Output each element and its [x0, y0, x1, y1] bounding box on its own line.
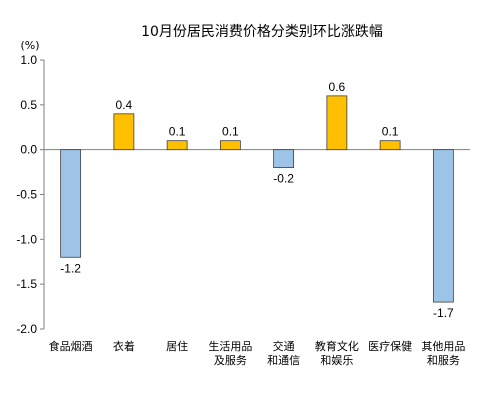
y-tick-label: 0.0 — [20, 143, 37, 157]
bar — [326, 95, 348, 151]
y-tick-label: -2.0 — [16, 322, 37, 336]
bar — [273, 149, 295, 169]
y-tick-label: 0.5 — [20, 98, 37, 112]
category-label: 食品烟酒 — [49, 339, 93, 353]
category-label: 医疗保健 — [368, 339, 412, 353]
chart-title: 10月份居民消费价格分类别环比涨跌幅 — [141, 24, 383, 40]
y-axis-unit: (%) — [20, 39, 39, 52]
category-label: 和服务 — [427, 354, 460, 367]
bar — [60, 149, 82, 258]
category-label: 衣着 — [113, 339, 135, 353]
data-label: 0.1 — [382, 125, 399, 139]
bar-layer — [60, 95, 454, 303]
data-label: -1.7 — [433, 306, 454, 320]
category-label: 和通信 — [267, 354, 300, 367]
bar — [219, 140, 241, 151]
category-label: 生活用品 — [208, 339, 252, 353]
category-label: 教育文化 — [315, 339, 359, 353]
y-tick-label: -0.5 — [16, 188, 37, 202]
category-label: 其他用品 — [421, 340, 465, 353]
category-label: 及服务 — [214, 354, 247, 367]
bar — [166, 140, 188, 151]
category-label: 和娱乐 — [320, 353, 353, 367]
bar — [113, 113, 135, 151]
data-label: 0.6 — [329, 80, 346, 94]
data-label: 0.4 — [116, 98, 133, 112]
category-label: 居住 — [166, 339, 188, 353]
data-label: -0.2 — [273, 172, 294, 186]
category-label: 交通 — [273, 339, 295, 353]
bar — [432, 149, 454, 303]
axis-layer: 1.0 0.5 0.0 -0.5 -1.0 -1.5 -2.0 — [16, 53, 470, 336]
data-label: 0.1 — [169, 125, 186, 139]
y-tick-label: 1.0 — [20, 53, 37, 67]
data-label: -1.2 — [60, 261, 81, 275]
bar — [379, 140, 401, 151]
data-label: 0.1 — [222, 125, 239, 139]
y-tick-label: -1.5 — [16, 277, 37, 291]
y-tick-label: -1.0 — [16, 232, 37, 246]
